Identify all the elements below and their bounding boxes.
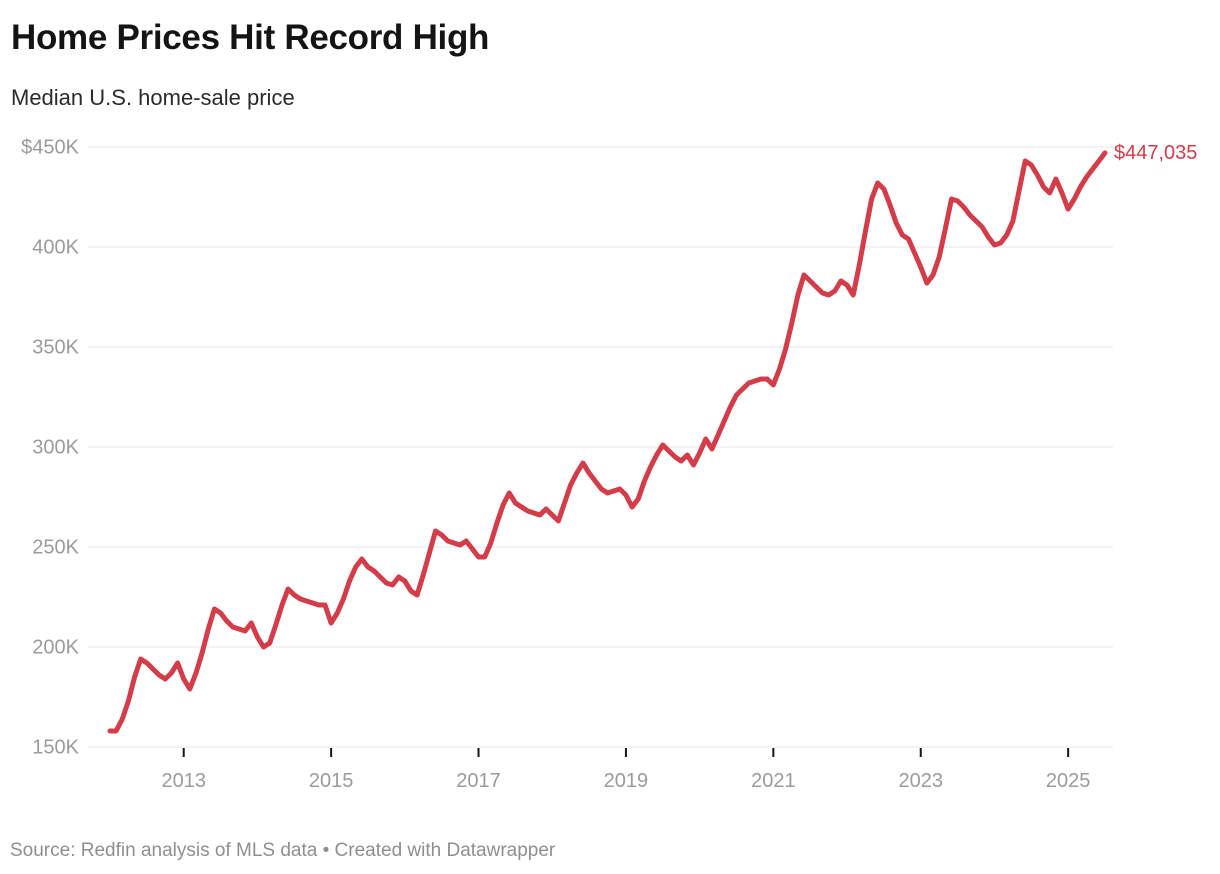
price-series-line <box>107 150 1108 734</box>
y-axis-label: 350K <box>32 337 79 359</box>
y-axis-label: $450K <box>21 137 79 159</box>
chart-subtitle: Median U.S. home-sale price <box>11 85 295 110</box>
page-title: Home Prices Hit Record High <box>11 18 490 57</box>
x-axis-label: 2025 <box>1046 770 1091 792</box>
x-axis-label: 2015 <box>309 770 354 792</box>
y-axis-label: 200K <box>32 637 79 659</box>
y-axis-label: 150K <box>32 737 79 759</box>
x-axis-label: 2017 <box>456 770 501 792</box>
latest-value-label: $447,035 <box>1114 142 1197 164</box>
x-axis-label: 2019 <box>604 770 649 792</box>
x-axis-label: 2023 <box>898 770 943 792</box>
x-axis-label: 2021 <box>751 770 796 792</box>
x-axis-label: 2013 <box>161 770 206 792</box>
y-axis-label: 300K <box>32 437 79 459</box>
source-note: Source: Redfin analysis of MLS data • Cr… <box>10 840 556 861</box>
y-axis-label: 250K <box>32 537 79 559</box>
y-axis-label: 400K <box>32 237 79 259</box>
